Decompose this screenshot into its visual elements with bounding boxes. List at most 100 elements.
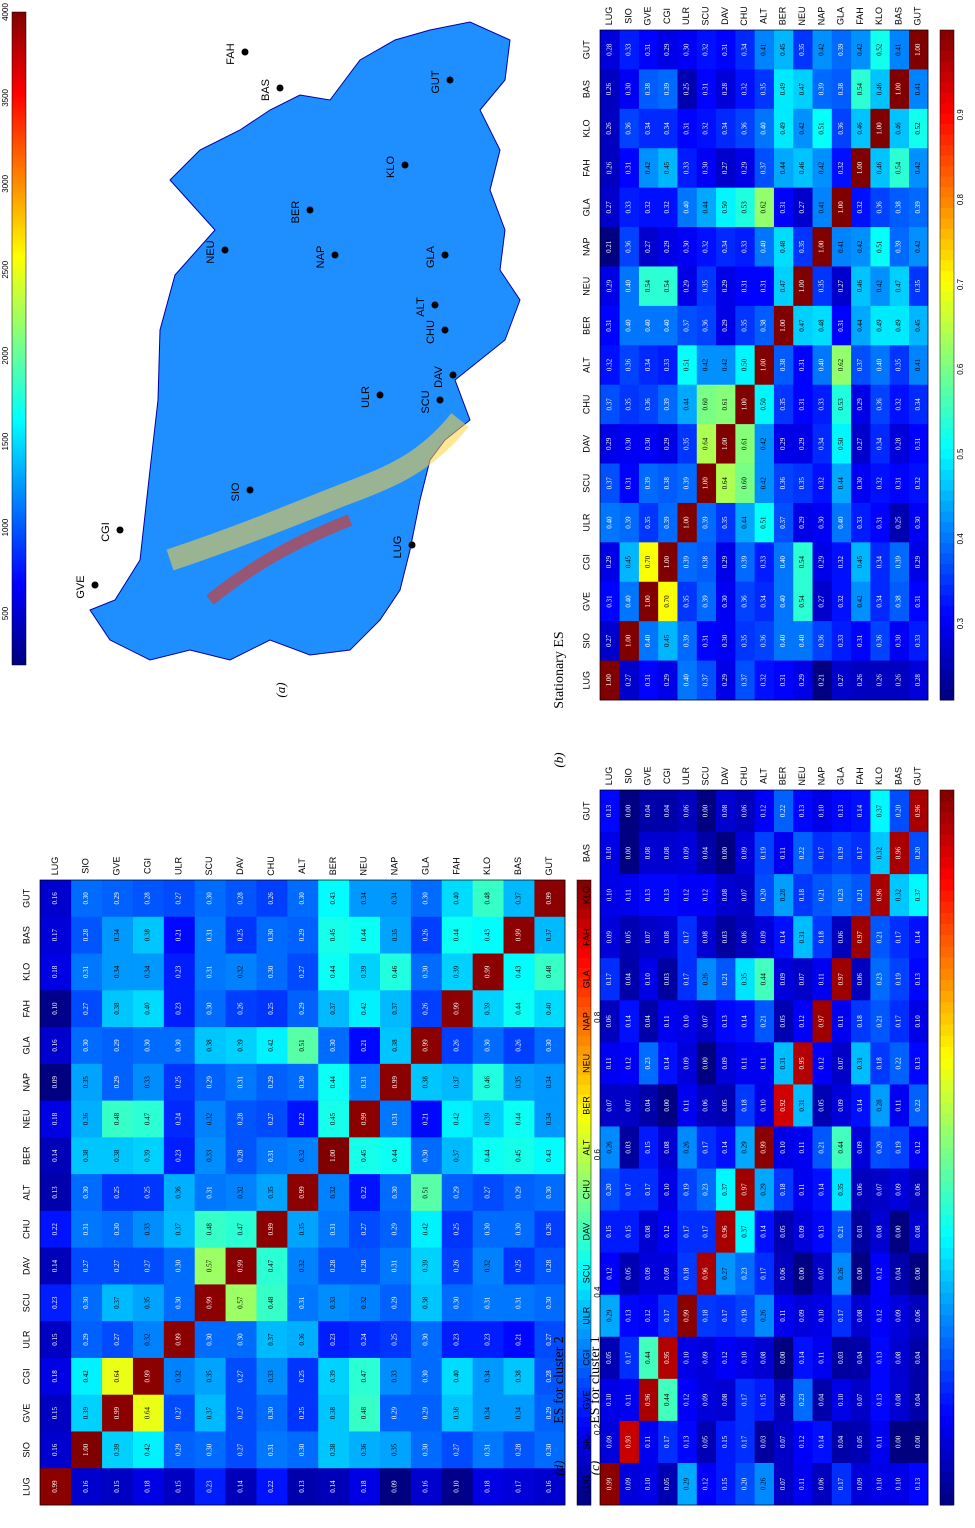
panel-b-cell <box>715 424 736 464</box>
panel-b-cell <box>696 384 717 425</box>
panel-c-cell <box>287 1137 319 1175</box>
panel-d-cell-value: 0.13 <box>644 889 652 902</box>
panel-b-cell <box>638 660 659 701</box>
panel-d-cell-value: 0.04 <box>644 1099 652 1112</box>
panel-d-cell-value: 0.05 <box>625 931 633 944</box>
panel-b-cell <box>638 384 659 425</box>
panel-b-row-label: DAV <box>720 7 730 25</box>
panel-b-cell-value: 0.39 <box>702 595 710 608</box>
panel-c-cell-value: 0.30 <box>422 892 430 905</box>
panel-c-cell <box>40 1100 72 1138</box>
panel-b-cell-value: 0.31 <box>605 319 613 332</box>
panel-b-cell-value: 1.00 <box>721 437 729 450</box>
panel-d-cell-value: 0.08 <box>760 1351 768 1364</box>
panel-d-cell-value: 0.07 <box>817 1267 825 1280</box>
station-marker <box>331 251 339 259</box>
panel-c-cell-value: 0.23 <box>175 1149 183 1162</box>
panel-b-cell <box>850 266 871 307</box>
panel-b-cell-value: 0.37 <box>740 674 748 687</box>
panel-b-cell <box>715 660 736 701</box>
panel-d-cell-value: 0.44 <box>644 1351 652 1364</box>
panel-c-cell-value: 0.27 <box>453 1443 461 1456</box>
panel-c-colorbar-segment <box>577 997 591 1008</box>
panel-b-cell <box>696 581 717 622</box>
panel-b-cell-value: 0.42 <box>817 161 825 174</box>
panel-c-cell-value: 0.22 <box>298 1112 306 1125</box>
panel-c-cell-value: 0.44 <box>329 965 337 978</box>
panel-c-cell-value: 0.13 <box>298 1480 306 1493</box>
panel-c-colorbar-segment <box>577 1212 591 1223</box>
panel-c-cell-value: 0.35 <box>205 1370 213 1383</box>
panel-d-cell-value: 0.12 <box>914 1141 922 1154</box>
panel-b-cell-value: 0.41 <box>837 240 845 253</box>
panel-d-cell-value: 0.00 <box>702 804 710 817</box>
panel-c-cell-value: 0.25 <box>236 929 244 942</box>
panel-b-cell <box>638 581 659 622</box>
panel-c-cell-value: 0.22 <box>267 1480 275 1493</box>
panel-b-cell <box>600 227 620 267</box>
panel-b-cell <box>619 187 639 228</box>
panel-c-cell <box>348 1247 381 1285</box>
panel-d-cell-value: 0.31 <box>856 1057 864 1070</box>
panel-b-cell-value: 0.32 <box>702 122 710 135</box>
panel-c-cell-value: 0.99 <box>545 892 553 905</box>
panel-c-cell-value: 0.42 <box>144 1443 152 1456</box>
panel-b-cell <box>792 542 813 583</box>
panel-b-cell-value: 0.44 <box>682 398 690 411</box>
panel-b-cell-value: 0.46 <box>856 280 864 293</box>
panel-c-cell-value: 0.40 <box>545 1002 553 1015</box>
panel-c-cell-value: 0.48 <box>113 1112 121 1125</box>
panel-c-cell-value: 0.30 <box>236 1333 244 1346</box>
panel-d-cell-value: 0.12 <box>875 1267 883 1280</box>
panel-c-cell-value: 0.33 <box>267 1370 275 1383</box>
panel-c-row-label: CHU <box>266 856 276 876</box>
panel-c-cell-value: 0.99 <box>360 1112 368 1125</box>
panel-b-cell <box>773 227 794 267</box>
panel-c-cell-value: 0.51 <box>422 1186 430 1199</box>
panel-b-cell <box>908 148 929 188</box>
panel-b-cell-value: 0.31 <box>895 477 903 490</box>
panel-d-cell-value: 0.21 <box>817 889 825 902</box>
panel-b-cell <box>850 463 871 504</box>
panel-b-cell <box>812 108 832 149</box>
panel-d-cell-value: 0.13 <box>721 1015 729 1028</box>
panel-d-cell-value: 0.35 <box>740 973 748 986</box>
panel-b-cell-value: 0.27 <box>837 674 845 687</box>
panel-b-cell <box>677 227 697 267</box>
panel-b-cell <box>715 345 736 386</box>
panel-c-cell <box>348 953 381 991</box>
panel-c-cell <box>256 1027 288 1065</box>
panel-d-colorbar-segment <box>940 946 954 959</box>
panel-b-cell-value: 0.29 <box>779 437 787 450</box>
panel-d-cell-value: 0.22 <box>779 804 787 817</box>
panel-d-cell-value: 0.17 <box>760 1267 768 1280</box>
panel-d-cell-value: 0.18 <box>875 1057 883 1070</box>
panel-d-cell-value: 0.11 <box>798 1141 806 1153</box>
panel-d-row-label: GLA <box>836 767 846 785</box>
panel-b-colorbar-segment <box>940 438 954 450</box>
panel-b-cell-value: 0.54 <box>798 555 806 568</box>
panel-b-cell-value: 0.37 <box>760 161 768 174</box>
panel-d-cell-value: 0.19 <box>895 1141 903 1154</box>
panel-d-cell-value: 0.26 <box>682 1141 690 1154</box>
panel-d-cell-value: 0.08 <box>702 931 710 944</box>
panel-b-col-label: GUT <box>581 40 591 60</box>
panel-c-cell-value: 0.30 <box>267 965 275 978</box>
panel-d-cell-value: 0.07 <box>644 931 652 944</box>
panel-d-cell-value: 0.29 <box>682 1477 690 1490</box>
panel-b-cell <box>773 424 794 464</box>
panel-c-cell <box>101 1174 133 1212</box>
panel-b-cell <box>600 148 620 188</box>
panel-b-cell <box>908 621 929 661</box>
panel-b-cell-value: 0.30 <box>682 240 690 253</box>
panel-c-cell-value: 0.16 <box>545 1480 553 1493</box>
panel-b-cell <box>812 660 832 701</box>
panel-b-cell <box>677 621 697 661</box>
panel-c-cell-value: 0.28 <box>236 1112 244 1125</box>
panel-c-cell-value: 0.45 <box>514 1149 522 1162</box>
panel-d-colorbar-segment <box>940 834 954 847</box>
panel-c-cell-value: 0.30 <box>82 1296 90 1309</box>
panel-c-cell <box>441 1027 473 1065</box>
panel-c-row-label: KLO <box>482 857 492 875</box>
panel-b-cell-value: 0.26 <box>875 674 883 687</box>
